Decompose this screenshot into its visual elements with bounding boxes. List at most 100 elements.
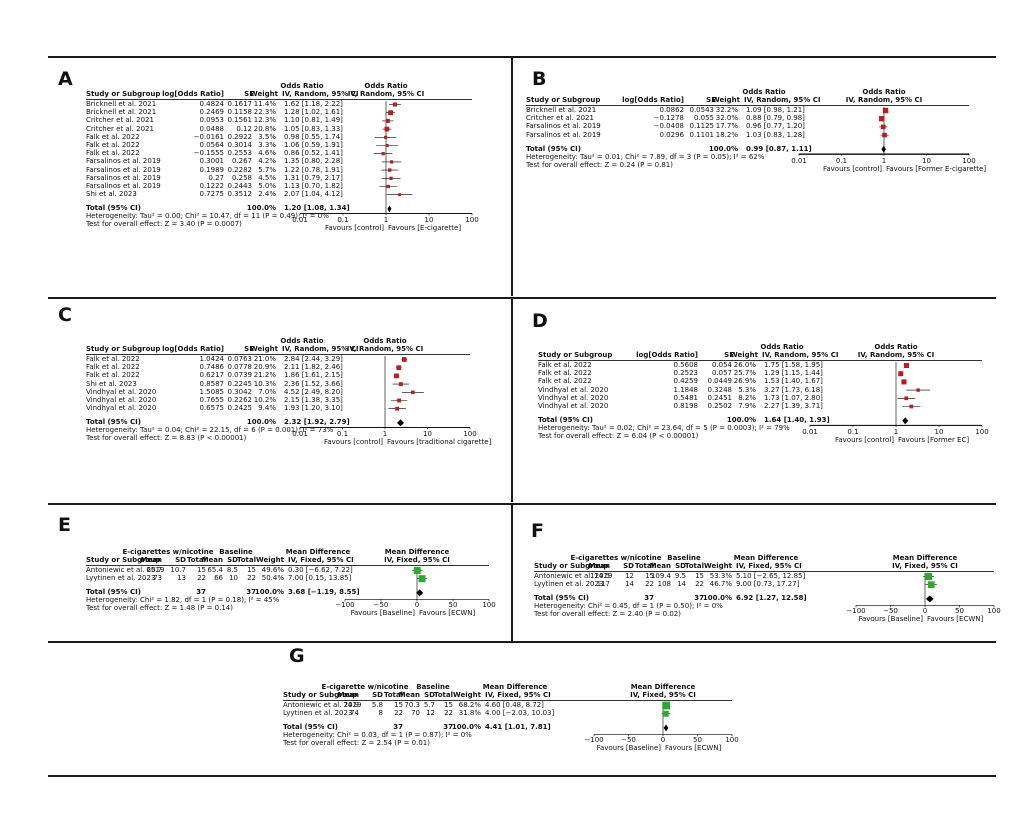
col-se: SE: [244, 345, 254, 353]
col-plot-ci: IV, Fixed, 95% CI: [892, 562, 958, 570]
se-value: 0.2282: [227, 165, 253, 174]
log-or-value: 0.0953: [199, 116, 225, 125]
col-study: Study or Subgroup: [526, 96, 601, 104]
total2-value: 15: [444, 701, 453, 709]
weight-value: 2.4%: [258, 190, 276, 199]
mean2-value: 109.4: [650, 572, 671, 580]
total1-value: 22: [394, 709, 403, 718]
log-or-value: 0.5608: [673, 361, 699, 369]
point-estimate-box: [903, 362, 909, 369]
col-header: Weight: [453, 691, 481, 699]
plot-header-over: Odds Ratio: [874, 343, 918, 351]
se-value: 0.2425: [227, 404, 253, 413]
sd1-value: 10.7: [170, 566, 186, 574]
ci-value: 1.53 [1.40, 1.67]: [764, 377, 823, 386]
mean1-value: 65.7: [146, 566, 162, 574]
axis-favours-left: Favours [control]: [822, 164, 882, 173]
se-value: 0.267: [231, 157, 252, 166]
point-estimate-box: [387, 168, 392, 172]
se-value: 0.0763: [227, 355, 253, 363]
header-effect-over: Mean Difference: [285, 548, 351, 556]
ci-value: 0.98 [0.55, 1.74]: [284, 132, 343, 141]
total-n2: 37: [246, 588, 256, 597]
point-estimate-box: [381, 152, 385, 156]
study-name: Bricknell et al. 2021: [86, 100, 157, 108]
study-name: Lyytinen et al. 2023: [283, 709, 353, 718]
sd2-value: 9.5: [674, 572, 686, 580]
ci-value: 5.10 [−2.65, 12.85]: [736, 572, 806, 580]
total-label: Total (95% CI): [283, 723, 338, 732]
total-label: Total (95% CI): [526, 144, 581, 153]
sd1-value: 8: [378, 709, 383, 718]
se-value: 0.1617: [227, 100, 253, 108]
total-n1: 37: [644, 594, 654, 603]
plot-header-over: Mean Difference: [384, 548, 450, 556]
total-label: Total (95% CI): [538, 416, 593, 425]
total1-value: 15: [394, 701, 403, 709]
ci-value: 2.27 [1.39, 3.71]: [764, 402, 823, 410]
total-label: Total (95% CI): [86, 204, 141, 213]
study-name: Shi et al. 2023: [86, 190, 137, 199]
log-or-value: 0.5481: [673, 393, 699, 402]
pooled-diamond: [387, 205, 392, 213]
ci-value: 1.13 [0.70, 1.82]: [284, 182, 343, 190]
ci-value: 2.07 [1.04, 4.12]: [284, 190, 343, 199]
log-or-value: 0.3001: [199, 157, 225, 166]
col-ci: IV, Fixed, 95% CI: [485, 691, 551, 699]
se-value: 0.0778: [227, 363, 253, 372]
sd2-value: 12: [426, 709, 435, 718]
log-or-value: 0.8198: [673, 402, 699, 410]
overall-effect-text: Test for overall effect: Z = 3.40 (P = 0…: [86, 220, 242, 229]
axis-tick-label: −100: [846, 607, 866, 616]
se-value: 0.2502: [707, 402, 733, 410]
se-value: 0.12: [236, 124, 252, 133]
center-divider-mid: [511, 297, 513, 502]
weight-value: 5.0%: [258, 182, 276, 190]
axis-tick-label: 0.1: [835, 156, 848, 165]
col-study: Study or Subgroup: [538, 351, 613, 359]
weight-value: 26.9%: [733, 377, 756, 386]
total2-value: 22: [695, 580, 704, 589]
axis-tick-label: 50: [693, 736, 702, 745]
axis-favours-right: Favours [Former E-cigarette]: [886, 164, 987, 173]
weight-value: 32.2%: [715, 106, 738, 114]
point-estimate-box: [411, 390, 415, 395]
total-label: Total (95% CI): [86, 588, 141, 597]
se-value: 0.055: [693, 114, 714, 123]
ci-value: 0.86 [0.52, 1.41]: [284, 149, 343, 158]
axis-tick-label: −50: [621, 736, 636, 745]
mean2-value: 65.4: [207, 566, 223, 574]
log-or-value: 0.7275: [199, 190, 225, 199]
study-name: Lyytinen et al. 2023: [534, 580, 604, 589]
ci-value: 1.03 [0.83, 1.28]: [746, 130, 805, 139]
weight-value: 20.8%: [253, 124, 276, 133]
weight-value: 4.2%: [258, 157, 276, 166]
sd2-value: 10: [229, 574, 238, 583]
study-name: Antoniewic et al. 2019: [86, 566, 165, 574]
weight-value: 7.9%: [738, 402, 756, 410]
ci-value: 1.28 [1.02, 1.61]: [284, 108, 343, 117]
study-name: Farsalinos et al. 2019: [86, 157, 161, 166]
ci-value: 2.15 [1.38, 3.35]: [284, 396, 343, 404]
col-header: Weight: [256, 556, 284, 564]
col-header: Mean: [201, 556, 223, 564]
col-log-or: log[Odds Ratio]: [636, 351, 698, 359]
se-value: 0.3042: [227, 387, 253, 396]
weight-value: 5.7%: [258, 165, 276, 174]
se-value: 0.3512: [227, 190, 253, 199]
se-value: 0.1101: [689, 130, 715, 139]
point-estimate-box: [395, 406, 400, 411]
study-name: Farsalinos et al. 2019: [86, 173, 161, 182]
point-estimate-box: [901, 379, 907, 385]
forest-plot-svg: [855, 572, 995, 608]
total-n2: 37: [694, 594, 704, 603]
axis-tick-label: 100: [463, 430, 477, 439]
heterogeneity-text: Heterogeneity: Tau² = 0.00; Chi² = 10.47…: [86, 212, 329, 221]
study-name: Vindhyal et al. 2020: [86, 404, 157, 413]
col-header: SD: [424, 691, 435, 699]
study-name: Vindhyal et al. 2020: [86, 396, 157, 404]
col-header: Mean: [649, 562, 671, 570]
log-or-value: 0.4824: [199, 100, 225, 108]
study-name: Farsalinos et al. 2019: [526, 130, 601, 139]
center-divider-top: [511, 56, 513, 296]
